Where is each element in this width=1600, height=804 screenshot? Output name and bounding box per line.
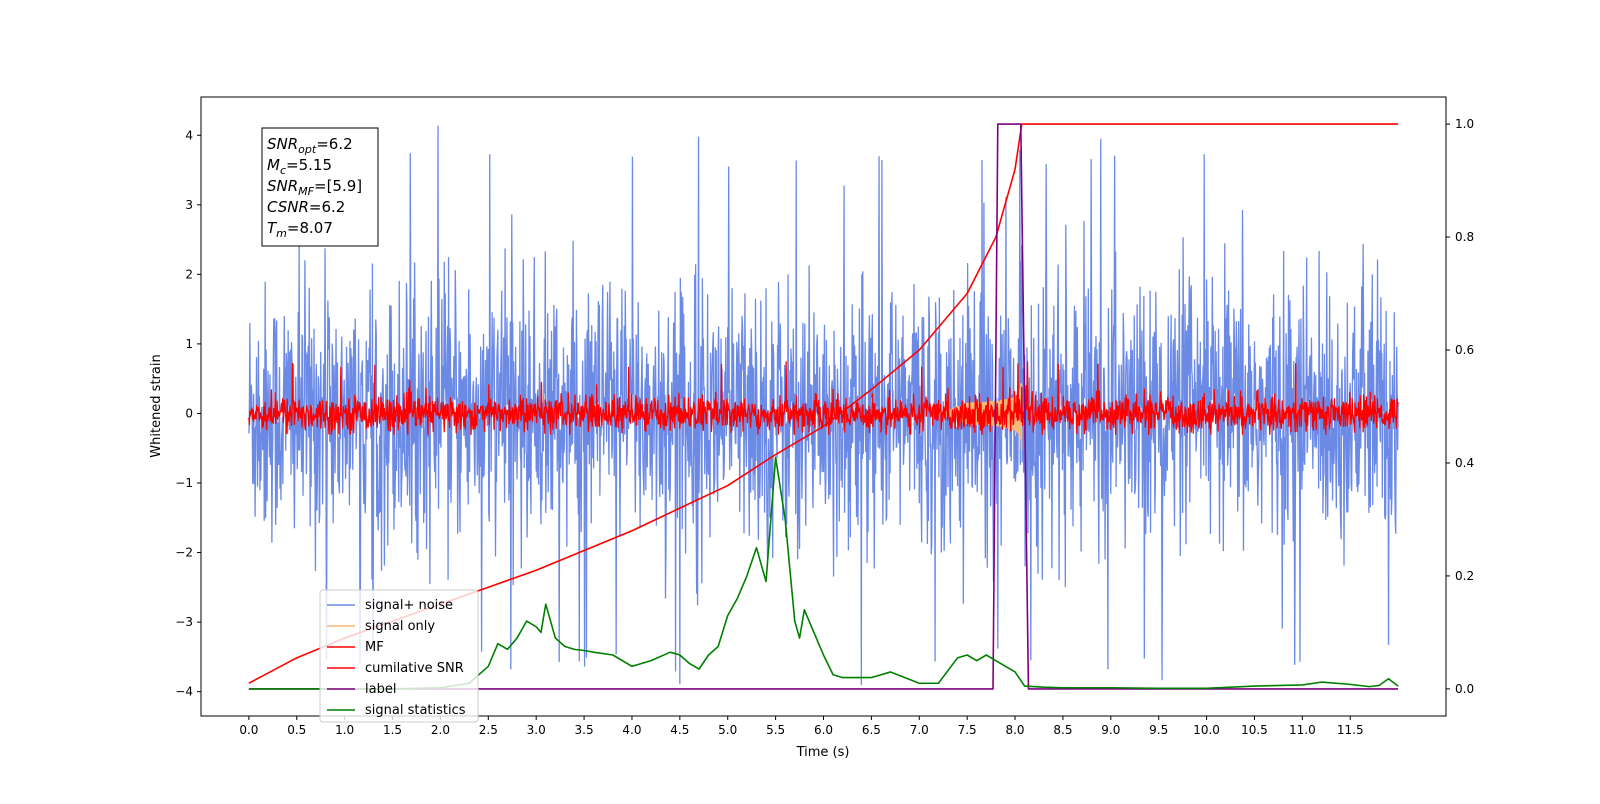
annotation-value: =[5.9] (314, 177, 362, 195)
annotation-line: CSNR=6.2 (267, 198, 345, 216)
annotation-line: SNRMF=[5.9] (267, 177, 362, 198)
series-line-mf (248, 361, 1399, 435)
x-tick-label: 3.5 (575, 723, 594, 737)
x-tick-label: 1.5 (383, 723, 402, 737)
x-tick-label: 9.5 (1149, 723, 1168, 737)
x-tick-label: 11.0 (1289, 723, 1316, 737)
annotation-frame (261, 127, 379, 247)
x-tick-label: 1.0 (335, 723, 354, 737)
x-tick-label: 4.0 (622, 723, 641, 737)
x-tick-label: 3.0 (527, 723, 546, 737)
x-tick-label: 8.5 (1053, 723, 1072, 737)
x-tick-label: 10.0 (1193, 723, 1220, 737)
annotation-symbol: SNR (267, 177, 298, 195)
y-tick-label: 0 (185, 406, 193, 420)
annotation-value: =8.07 (287, 219, 333, 237)
y2-tick-label: 1.0 (1455, 117, 1474, 131)
annotation-line: Mc=5.15 (267, 156, 332, 177)
x-tick-label: 7.0 (910, 723, 929, 737)
y2-tick-label: 0.2 (1455, 569, 1474, 583)
annotation-value: =6.2 (309, 198, 345, 216)
legend-label: signal statistics (365, 703, 466, 718)
legend-label: MF (365, 640, 384, 655)
annotation-line: Tm=8.07 (267, 219, 333, 240)
annotation-subscript: MF (298, 185, 314, 198)
x-tick-label: 6.5 (862, 723, 881, 737)
annotation-symbol: M (267, 156, 280, 174)
series-line-signal-noise (248, 125, 1399, 686)
x-tick-label: 0.0 (239, 723, 258, 737)
y-tick-label: −3 (175, 615, 193, 629)
annotation-value: =5.15 (286, 156, 332, 174)
x-tick-label: 11.5 (1337, 723, 1364, 737)
y-tick-label: −2 (175, 546, 193, 560)
x-axis-label: Time (s) (796, 745, 850, 760)
legend-label: label (365, 682, 396, 697)
x-tick-label: 2.5 (479, 723, 498, 737)
annotation-value: =6.2 (316, 135, 352, 153)
x-tick-label: 5.5 (766, 723, 785, 737)
y-tick-label: 3 (185, 198, 193, 212)
annotation-symbol: CSNR (267, 198, 309, 216)
y2-tick-label: 0.0 (1455, 682, 1474, 696)
x-tick-label: 10.5 (1241, 723, 1268, 737)
annotation-subscript: opt (298, 143, 317, 156)
x-tick-label: 8.0 (1005, 723, 1024, 737)
annotation-symbol: T (267, 219, 278, 237)
annotation-line: SNRopt=6.2 (267, 135, 353, 156)
y2-tick-label: 0.6 (1455, 343, 1474, 357)
x-tick-label: 9.0 (1101, 723, 1120, 737)
y-axis-right: 0.0 0.2 0.4 0.6 0.8 1.0 (1446, 117, 1474, 696)
legend-label: signal+ noise (365, 598, 453, 613)
y-tick-label: 1 (185, 337, 193, 351)
legend-frame (319, 589, 479, 723)
y2-tick-label: 0.4 (1455, 456, 1474, 470)
x-axis: 0.0 0.5 1.0 1.5 2.0 2.5 3.0 3.5 4.0 4.5 5.0 5.5 6.0 6… (239, 716, 1364, 737)
legend-label: signal only (365, 619, 435, 634)
y-tick-label: 4 (185, 128, 193, 142)
y-tick-label: 2 (185, 267, 193, 281)
y-tick-label: −4 (175, 685, 193, 699)
x-tick-label: 2.0 (431, 723, 450, 737)
annotation-symbol: SNR (267, 135, 298, 153)
y-axis-label: Whitened strain (149, 354, 164, 457)
annotation-subscript: m (276, 227, 287, 240)
legend-label: cumilative SNR (365, 661, 464, 676)
annotation-subscript: c (280, 164, 286, 177)
y-axis-left: −4 −3 −2 −1 0 1 2 3 4 (175, 128, 201, 699)
x-tick-label: 6.0 (814, 723, 833, 737)
legend: signal+ noise signal only MF cumilative SNR… (319, 589, 479, 723)
x-tick-label: 4.5 (670, 723, 689, 737)
y2-tick-label: 0.8 (1455, 230, 1474, 244)
annotation-box: SNRopt=6.2Mc=5.15SNRMF=[5.9]CSNR=6.2Tm=8… (261, 127, 379, 247)
x-tick-label: 0.5 (287, 723, 306, 737)
series-line-label (248, 123, 1399, 690)
x-tick-label: 7.5 (958, 723, 977, 737)
y-tick-label: −1 (175, 476, 193, 490)
series-line-signal-statistics (248, 456, 1399, 690)
x-tick-label: 5.0 (718, 723, 737, 737)
